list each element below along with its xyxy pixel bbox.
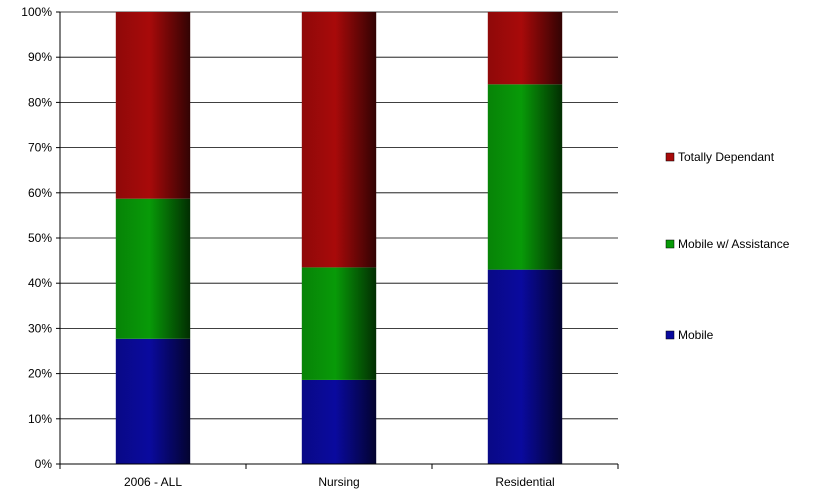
y-tick-label: 10% — [28, 412, 52, 426]
bar-segment-mobile — [301, 379, 377, 464]
axes: 0% 10% 20% 30% 40% 50% 60% 70% 80% 90% 100% 2006 - … — [21, 5, 619, 489]
y-tick-label: 30% — [28, 321, 52, 335]
bar-segment-mobile — [115, 338, 191, 464]
y-tick-label: 20% — [28, 367, 52, 381]
y-tick-label: 100% — [21, 5, 52, 19]
y-tick-label: 40% — [28, 276, 52, 290]
legend-swatch — [665, 239, 675, 249]
legend-label: Mobile — [678, 328, 714, 342]
bars — [115, 12, 563, 464]
legend-swatch — [665, 152, 675, 162]
bar-segment-totally-dependant — [487, 12, 563, 85]
legend-swatch — [665, 330, 675, 340]
legend: Totally Dependant Mobile w/ Assistance Mob… — [665, 150, 790, 342]
y-tick-label: 50% — [28, 231, 52, 245]
legend-item: Mobile w/ Assistance — [665, 237, 790, 251]
bar-segment-mobile-w-assistance — [487, 84, 563, 270]
bar-segment-totally-dependant — [301, 12, 377, 268]
legend-label: Mobile w/ Assistance — [678, 237, 790, 251]
y-tick-label: 0% — [35, 457, 53, 471]
x-tick-label: 2006 - ALL — [124, 475, 182, 489]
bar-segment-totally-dependant — [115, 12, 191, 199]
bar-segment-mobile-w-assistance — [115, 198, 191, 339]
legend-item: Totally Dependant — [665, 150, 775, 164]
bar-segment-mobile — [487, 269, 563, 464]
x-tick-label: Residential — [495, 475, 554, 489]
y-tick-label: 80% — [28, 95, 52, 109]
y-tick-label: 90% — [28, 50, 52, 64]
x-tick-label: Nursing — [318, 475, 359, 489]
bar-segment-mobile-w-assistance — [301, 267, 377, 380]
legend-item: Mobile — [665, 328, 714, 342]
legend-label: Totally Dependant — [678, 150, 775, 164]
y-tick-label: 70% — [28, 141, 52, 155]
y-tick-label: 60% — [28, 186, 52, 200]
